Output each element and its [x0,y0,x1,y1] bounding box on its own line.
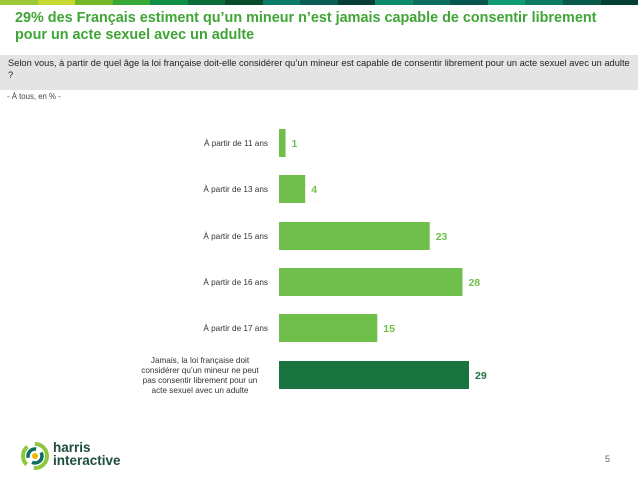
bar-value-label: 23 [436,231,448,243]
bar [279,129,286,157]
stripe-segment [375,0,413,5]
category-label: À partir de 17 ans [203,323,268,333]
bar-value-label: 29 [475,370,487,382]
stripe-segment [112,0,151,5]
stripe-segment [262,0,301,5]
category-label-line: considérer qu’un mineur ne peut [141,366,259,375]
bar-value-label: 15 [383,323,395,335]
harris-interactive-logo-icon [21,442,49,470]
bar-value-label: 1 [292,138,298,150]
stripe-segment [525,0,563,5]
base-note: - À tous, en % - [7,92,61,101]
category-label: Jamais, la loi française doit considérer … [141,356,259,395]
stripe-segment [487,0,526,5]
bar [279,314,378,342]
page-number: 5 [605,454,611,464]
category-label-line: À partir de 11 ans [204,138,268,148]
stripe-segment [300,0,338,5]
category-label: À partir de 11 ans [204,138,268,148]
category-label-line: À partir de 16 ans [203,277,268,287]
category-label-line: À partir de 17 ans [203,323,268,333]
stripe-segment [0,0,38,5]
category-label: À partir de 15 ans [203,231,268,241]
bar-value-label: 28 [468,277,480,289]
logo-line-1: harris [53,440,91,455]
category-label-line: À partir de 15 ans [203,231,268,241]
stripe-segment [225,0,263,5]
stripe-segment [187,0,226,5]
bar-value-label: 4 [311,184,317,196]
stripe-segment [37,0,76,5]
bar [279,175,306,203]
slide-title: 29% des Français estiment qu’un mineur n… [15,10,597,43]
category-label-line: acte sexuel avec un adulte [152,386,249,395]
category-label-line: À partir de 13 ans [203,184,268,194]
bar [279,268,463,296]
category-label: À partir de 16 ans [203,277,268,287]
bar [279,222,430,250]
stripe-segment [337,0,376,5]
top-color-stripe [0,0,638,5]
stripe-segment [562,0,601,5]
logo-wordmark: harris interactive [53,440,121,468]
stripe-segment [412,0,451,5]
question-band [0,55,638,90]
logo-line-2: interactive [53,453,121,468]
stripe-segment [150,0,188,5]
stripe-segment [450,0,488,5]
category-label-line: Jamais, la loi française doit [151,356,250,365]
category-label: À partir de 13 ans [203,184,268,194]
category-label-line: pas consentir librement pour un [143,376,258,385]
bar [279,361,469,389]
survey-question: Selon vous, à partir de quel âge la loi … [8,58,630,80]
stripe-segment [600,0,638,5]
stripe-segment [75,0,113,5]
